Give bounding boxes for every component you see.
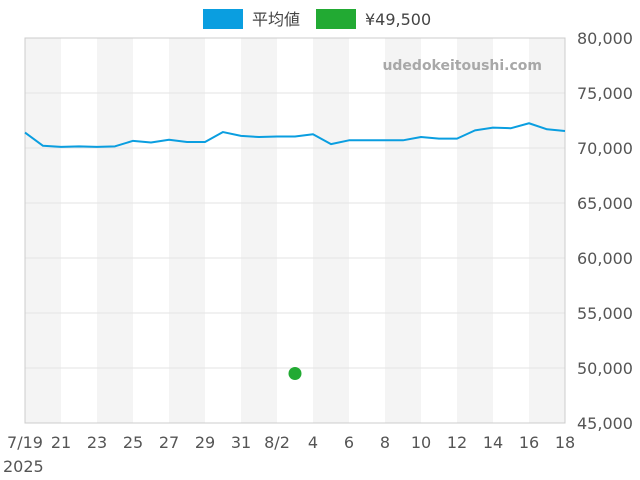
y-tick-label: 45,000 (577, 414, 633, 433)
average-price-line (24, 122, 566, 148)
background-band (169, 38, 205, 423)
x-tick-label: 8 (380, 433, 390, 452)
x-tick-label: 18 (555, 433, 575, 452)
background-band (25, 38, 61, 423)
x-tick-label: 10 (411, 433, 431, 452)
y-tick-label: 70,000 (577, 139, 633, 158)
legend-swatch (203, 9, 243, 29)
x-tick-label: 7/19 (7, 433, 43, 452)
legend-label: 平均値 (252, 10, 300, 29)
x-tick-label: 16 (519, 433, 539, 452)
x-tick-label: 23 (87, 433, 107, 452)
y-tick-label: 80,000 (577, 29, 633, 48)
y-axis-ticks: 45,000 50,000 55,000 60,000 65,000 70,000 75,0… (577, 29, 633, 433)
background-band (313, 38, 349, 423)
y-tick-label: 55,000 (577, 304, 633, 323)
gridlines (25, 37, 565, 424)
y-tick-label: 75,000 (577, 84, 633, 103)
background-band (241, 38, 277, 423)
x-tick-label: 8/2 (264, 433, 290, 452)
plot-frame (24, 37, 566, 424)
legend: 平均値 ¥49,500 (203, 9, 431, 29)
x-axis-ticks: 7/19 2025 21 23 25 27 29 31 8/2 4 6 8 10 12 14 16 18 (3, 433, 575, 476)
background-band (385, 38, 421, 423)
legend-swatch (316, 9, 356, 29)
x-tick-label: 14 (483, 433, 503, 452)
y-tick-label: 50,000 (577, 359, 633, 378)
x-tick-label: 31 (231, 433, 251, 452)
x-tick-label: 6 (344, 433, 354, 452)
y-tick-label: 65,000 (577, 194, 633, 213)
x-tick-label: 21 (51, 433, 71, 452)
x-tick-label: 4 (308, 433, 318, 452)
background-band (457, 38, 493, 423)
series-layer (24, 122, 566, 380)
x-tick-label: 12 (447, 433, 467, 452)
background-band (529, 38, 565, 423)
x-tick-label: 29 (195, 433, 215, 452)
background-bands (25, 38, 565, 423)
legend-label: ¥49,500 (365, 10, 431, 29)
x-tick-year-label: 2025 (3, 457, 44, 476)
background-band (97, 38, 133, 423)
watermark-text: udedokeitoushi.com (382, 58, 542, 74)
price-point (288, 367, 302, 380)
x-tick-label: 27 (159, 433, 179, 452)
x-tick-label: 25 (123, 433, 143, 452)
y-tick-label: 60,000 (577, 249, 633, 268)
